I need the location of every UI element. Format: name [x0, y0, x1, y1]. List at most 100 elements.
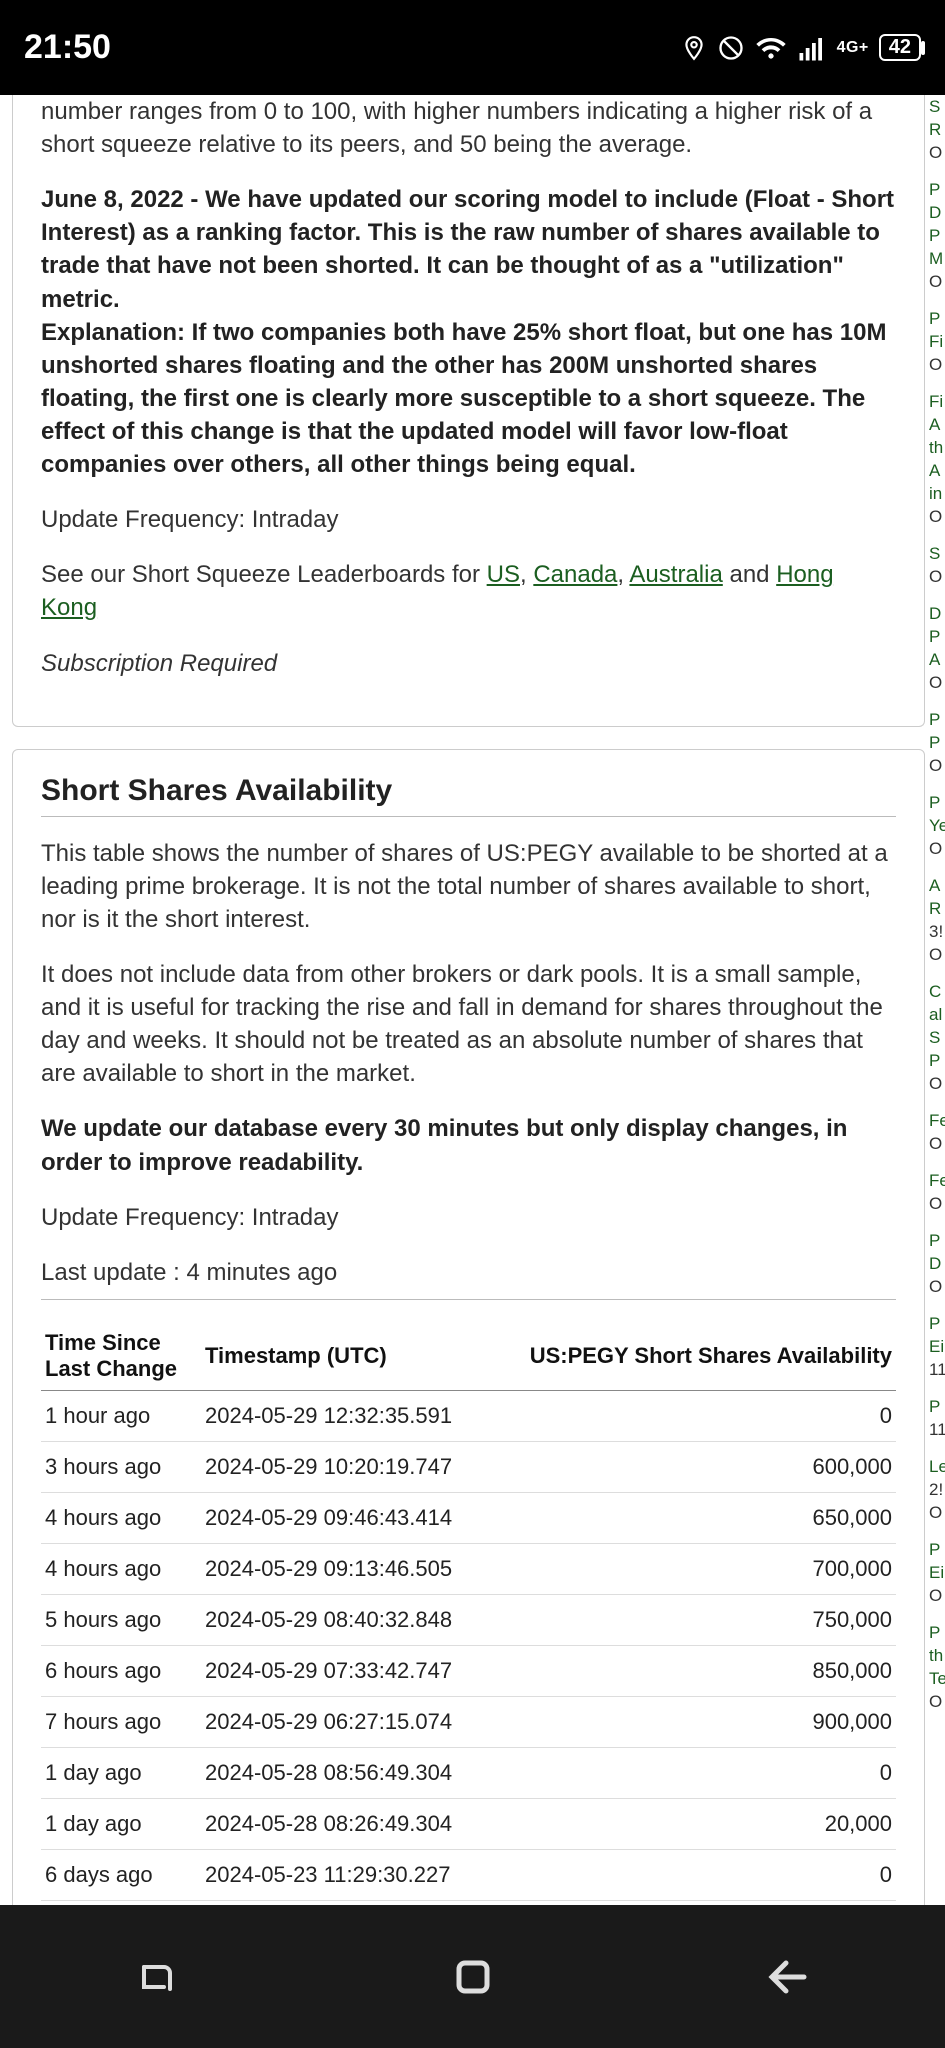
sidebar-link[interactable]: O	[927, 1690, 945, 1713]
sidebar-link[interactable]: O	[927, 141, 945, 164]
sidebar-link[interactable]: S	[927, 542, 945, 565]
cell-availability: 650,000	[484, 1492, 896, 1543]
sidebar-link[interactable]: O	[927, 1501, 945, 1524]
sidebar-link[interactable]: O	[927, 270, 945, 293]
signal-icon	[797, 33, 827, 63]
shares-table: Time SinceLast Change Timestamp (UTC) US…	[41, 1322, 896, 1901]
page-viewport[interactable]: number ranges from 0 to 100, with higher…	[0, 95, 945, 1905]
sidebar-link[interactable]: Ei	[927, 1335, 945, 1358]
sidebar-link[interactable]: 11	[927, 1358, 945, 1381]
sidebar-link[interactable]: P	[927, 731, 945, 754]
sidebar-link[interactable]: O	[927, 1072, 945, 1095]
status-bar: 21:50 4G+ 42	[0, 0, 945, 95]
sidebar-link[interactable]: S	[927, 95, 945, 118]
sidebar-link[interactable]: O	[927, 671, 945, 694]
update-note: June 8, 2022 - We have updated our scori…	[41, 183, 896, 315]
cell-availability: 700,000	[484, 1543, 896, 1594]
sidebar-link[interactable]: O	[927, 505, 945, 528]
sidebar-link[interactable]: th	[927, 1644, 945, 1667]
wifi-icon	[755, 32, 787, 64]
sidebar-link[interactable]: A	[927, 874, 945, 897]
last-update: Last update : 4 minutes ago	[41, 1256, 896, 1300]
cell-since: 4 hours ago	[41, 1543, 201, 1594]
cell-timestamp: 2024-05-29 09:13:46.505	[201, 1543, 484, 1594]
th-availability: US:PEGY Short Shares Availability	[484, 1322, 896, 1391]
sidebar-link[interactable]: P	[927, 625, 945, 648]
sidebar-link[interactable]: A	[927, 413, 945, 436]
sidebar-link[interactable]: D	[927, 1252, 945, 1275]
cell-since: 4 hours ago	[41, 1492, 201, 1543]
table-row: 1 day ago2024-05-28 08:56:49.3040	[41, 1747, 896, 1798]
back-button[interactable]	[760, 1949, 816, 2005]
sidebar-link[interactable]: O	[927, 1192, 945, 1215]
sidebar-link[interactable]: P	[927, 1538, 945, 1561]
score-explanation-card: number ranges from 0 to 100, with higher…	[12, 95, 925, 727]
sidebar-link[interactable]: P	[927, 224, 945, 247]
battery-level: 42	[879, 34, 921, 61]
sidebar-link[interactable]: R	[927, 118, 945, 141]
cell-since: 1 day ago	[41, 1798, 201, 1849]
sidebar-link[interactable]: S	[927, 1026, 945, 1049]
sidebar-link[interactable]: 2!	[927, 1478, 945, 1501]
cell-availability: 20,000	[484, 1798, 896, 1849]
do-not-disturb-icon	[717, 34, 745, 62]
cell-availability: 900,000	[484, 1696, 896, 1747]
sidebar-link[interactable]: P	[927, 307, 945, 330]
sidebar-link[interactable]: al	[927, 1003, 945, 1026]
sidebar-link[interactable]: 3!	[927, 920, 945, 943]
sidebar-link[interactable]: A	[927, 648, 945, 671]
cell-availability: 850,000	[484, 1645, 896, 1696]
th-time-since: Time SinceLast Change	[41, 1322, 201, 1391]
recent-apps-button[interactable]	[130, 1949, 186, 2005]
cell-timestamp: 2024-05-28 08:26:49.304	[201, 1798, 484, 1849]
sidebar-link[interactable]: O	[927, 754, 945, 777]
canada-link[interactable]: Canada	[533, 561, 617, 588]
sidebar-link[interactable]: Le	[927, 1455, 945, 1478]
sidebar-link[interactable]: Fe	[927, 1109, 945, 1132]
sidebar-link[interactable]: P	[927, 1229, 945, 1252]
sidebar-link[interactable]: P	[927, 708, 945, 731]
sidebar-link[interactable]: O	[927, 353, 945, 376]
sidebar-link[interactable]: O	[927, 943, 945, 966]
sidebar-link[interactable]: P	[927, 1312, 945, 1335]
sidebar-link[interactable]: O	[927, 837, 945, 860]
sidebar-link[interactable]: Ye	[927, 814, 945, 837]
sidebar-link[interactable]: P	[927, 791, 945, 814]
sidebar-link[interactable]: P	[927, 1621, 945, 1644]
intro-text-1: This table shows the number of shares of…	[41, 837, 896, 936]
table-row: 7 hours ago2024-05-29 06:27:15.074900,00…	[41, 1696, 896, 1747]
sidebar-link[interactable]: th	[927, 436, 945, 459]
sidebar-link[interactable]: Fi	[927, 330, 945, 353]
cell-timestamp: 2024-05-29 06:27:15.074	[201, 1696, 484, 1747]
sidebar-link[interactable]: O	[927, 565, 945, 588]
sidebar-link[interactable]: C	[927, 980, 945, 1003]
sidebar-link[interactable]: O	[927, 1132, 945, 1155]
sidebar-link[interactable]: P	[927, 1049, 945, 1072]
table-row: 5 hours ago2024-05-29 08:40:32.848750,00…	[41, 1594, 896, 1645]
sidebar-link[interactable]: O	[927, 1584, 945, 1607]
network-type: 4G+	[837, 39, 869, 57]
sidebar-link[interactable]: P	[927, 1395, 945, 1418]
australia-link[interactable]: Australia	[629, 561, 722, 588]
us-link[interactable]: US	[487, 561, 520, 588]
sidebar-link[interactable]: Fe	[927, 1169, 945, 1192]
sidebar-link[interactable]: D	[927, 201, 945, 224]
sidebar-link[interactable]: in	[927, 482, 945, 505]
sidebar-link[interactable]: D	[927, 602, 945, 625]
cell-timestamp: 2024-05-29 12:32:35.591	[201, 1390, 484, 1441]
sidebar-link[interactable]: A	[927, 459, 945, 482]
sidebar-link[interactable]: Fi	[927, 390, 945, 413]
status-icons: 4G+ 42	[681, 32, 921, 64]
table-row: 4 hours ago2024-05-29 09:13:46.505700,00…	[41, 1543, 896, 1594]
table-row: 3 hours ago2024-05-29 10:20:19.747600,00…	[41, 1441, 896, 1492]
sidebar-link[interactable]: P	[927, 178, 945, 201]
sidebar-link[interactable]: Ei	[927, 1561, 945, 1584]
cell-since: 1 day ago	[41, 1747, 201, 1798]
sidebar-link[interactable]: R	[927, 897, 945, 920]
sidebar-link[interactable]: Te	[927, 1667, 945, 1690]
table-row: 6 hours ago2024-05-29 07:33:42.747850,00…	[41, 1645, 896, 1696]
sidebar-link[interactable]: 11	[927, 1418, 945, 1441]
sidebar-link[interactable]: M	[927, 247, 945, 270]
home-button[interactable]	[445, 1949, 501, 2005]
sidebar-link[interactable]: O	[927, 1275, 945, 1298]
